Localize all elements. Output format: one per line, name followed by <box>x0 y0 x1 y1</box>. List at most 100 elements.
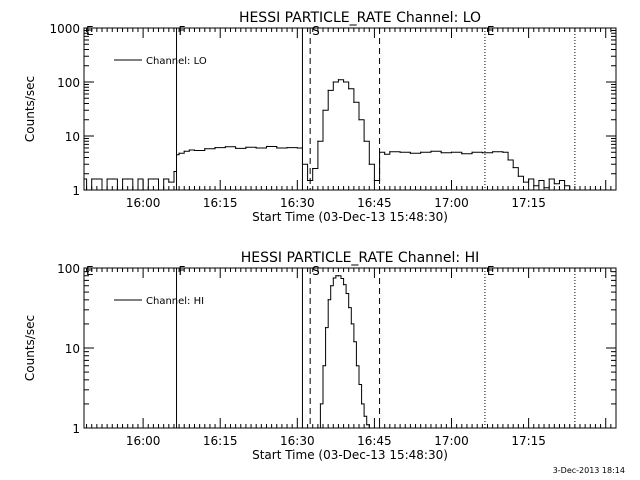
timestamp-label: 3-Dec-2013 18:14 <box>553 466 625 475</box>
data-point-lo <box>265 145 268 148</box>
data-point-lo <box>178 152 180 154</box>
data-point-lo <box>296 147 298 149</box>
data-point-lo <box>569 189 571 191</box>
data-point-lo <box>471 151 473 153</box>
data-point-lo <box>512 166 514 169</box>
x-axis-label-lo: Start Time (03-Dec-13 15:48:30) <box>252 210 448 224</box>
data-point-lo <box>353 101 355 103</box>
data-point-lo <box>492 151 494 153</box>
y-tick-label-lo: 1 <box>72 184 80 198</box>
data-point-lo <box>301 163 304 165</box>
data-point-lo <box>168 181 170 183</box>
x-axis-label-hi: Start Time (03-Dec-13 15:48:30) <box>252 448 448 462</box>
y-tick-label-lo: 100 <box>57 76 80 90</box>
chart-title-hi: HESSI PARTICLE_RATE Channel: HI <box>241 250 479 266</box>
data-point-hi <box>363 415 365 417</box>
x-tick-label-hi: 16:15 <box>203 434 238 448</box>
data-point-lo <box>348 88 350 90</box>
data-point-lo <box>157 189 160 191</box>
data-point-lo <box>188 149 190 151</box>
data-point-hi <box>342 284 345 286</box>
data-point-hi <box>360 403 363 405</box>
data-point-lo <box>440 152 442 154</box>
data-point-hi <box>366 424 368 426</box>
data-point-lo <box>235 147 237 149</box>
x-tick-label-lo: 16:45 <box>357 196 392 210</box>
marker-label-lo: S <box>312 24 320 38</box>
plot-frame-hi <box>83 267 617 429</box>
data-point-lo <box>85 189 88 191</box>
data-point-lo <box>399 151 401 153</box>
data-point-lo <box>183 150 185 152</box>
data-point-lo <box>368 163 370 165</box>
y-tick-label-hi: 100 <box>57 262 80 276</box>
series-line-hi <box>317 275 370 429</box>
data-point-lo <box>193 149 196 152</box>
data-point-lo <box>461 153 463 155</box>
data-point-lo <box>163 178 165 180</box>
data-point-lo <box>332 81 334 83</box>
data-point-hi <box>332 277 334 279</box>
data-point-lo <box>373 179 376 182</box>
data-point-lo <box>142 189 144 191</box>
data-point-lo <box>533 185 535 187</box>
y-tick-label-hi: 1 <box>72 422 80 436</box>
plot-frame-lo <box>83 27 617 191</box>
data-point-hi <box>335 275 337 277</box>
data-point-lo <box>538 179 540 182</box>
data-point-hi <box>355 365 358 367</box>
y-axis-label-lo: Counts/sec <box>23 76 37 142</box>
data-point-hi <box>317 427 319 429</box>
data-point-lo <box>342 81 345 83</box>
marker-label-lo: E <box>487 24 495 38</box>
data-point-lo <box>563 185 566 187</box>
data-point-lo <box>481 152 483 154</box>
data-point-hi <box>340 277 342 280</box>
marker-label-hi: E <box>86 264 94 278</box>
data-point-lo <box>175 154 178 156</box>
x-tick-label-lo: 16:00 <box>126 196 161 210</box>
x-tick-label-lo: 17:15 <box>511 196 546 210</box>
marker-label-hi: F <box>179 264 186 278</box>
data-point-lo <box>389 151 391 153</box>
chart-title-lo: HESSI PARTICLE_RATE Channel: LO <box>239 10 481 26</box>
data-point-lo <box>127 178 129 180</box>
data-point-hi <box>330 285 332 287</box>
data-point-lo <box>337 79 340 81</box>
x-tick-label-hi: 16:00 <box>126 434 161 448</box>
x-tick-label-hi: 16:30 <box>280 434 315 448</box>
data-point-hi <box>353 341 355 343</box>
data-point-lo <box>327 89 329 91</box>
y-tick-label-hi: 10 <box>65 342 80 356</box>
data-point-hi <box>322 365 324 367</box>
legend-label-hi: Channel: HI <box>146 296 204 307</box>
data-point-hi <box>319 403 322 405</box>
data-point-lo <box>214 146 216 149</box>
data-point-lo <box>322 109 324 111</box>
marker-label-hi: S <box>312 264 320 278</box>
data-point-lo <box>106 178 108 180</box>
data-point-lo <box>132 189 134 191</box>
data-point-hi <box>327 299 329 301</box>
x-tick-label-lo: 16:15 <box>203 196 238 210</box>
x-tick-label-hi: 17:00 <box>434 434 469 448</box>
y-tick-label-lo: 1000 <box>49 22 80 36</box>
data-point-lo <box>173 170 175 173</box>
x-tick-label-hi: 17:15 <box>511 434 546 448</box>
data-point-lo <box>101 189 103 191</box>
data-point-lo <box>116 189 119 191</box>
data-point-hi <box>337 275 340 277</box>
data-point-lo <box>111 178 113 180</box>
data-point-lo <box>409 152 411 154</box>
data-point-hi <box>358 383 360 386</box>
data-point-lo <box>384 153 386 155</box>
marker-label-lo: F <box>179 24 186 38</box>
data-point-lo <box>204 148 206 150</box>
data-point-hi <box>345 292 347 295</box>
data-point-hi <box>324 326 327 329</box>
data-point-lo <box>553 183 555 185</box>
data-point-lo <box>83 178 85 180</box>
data-point-lo <box>522 181 525 183</box>
data-point-lo <box>152 178 154 180</box>
data-point-lo <box>255 147 257 149</box>
